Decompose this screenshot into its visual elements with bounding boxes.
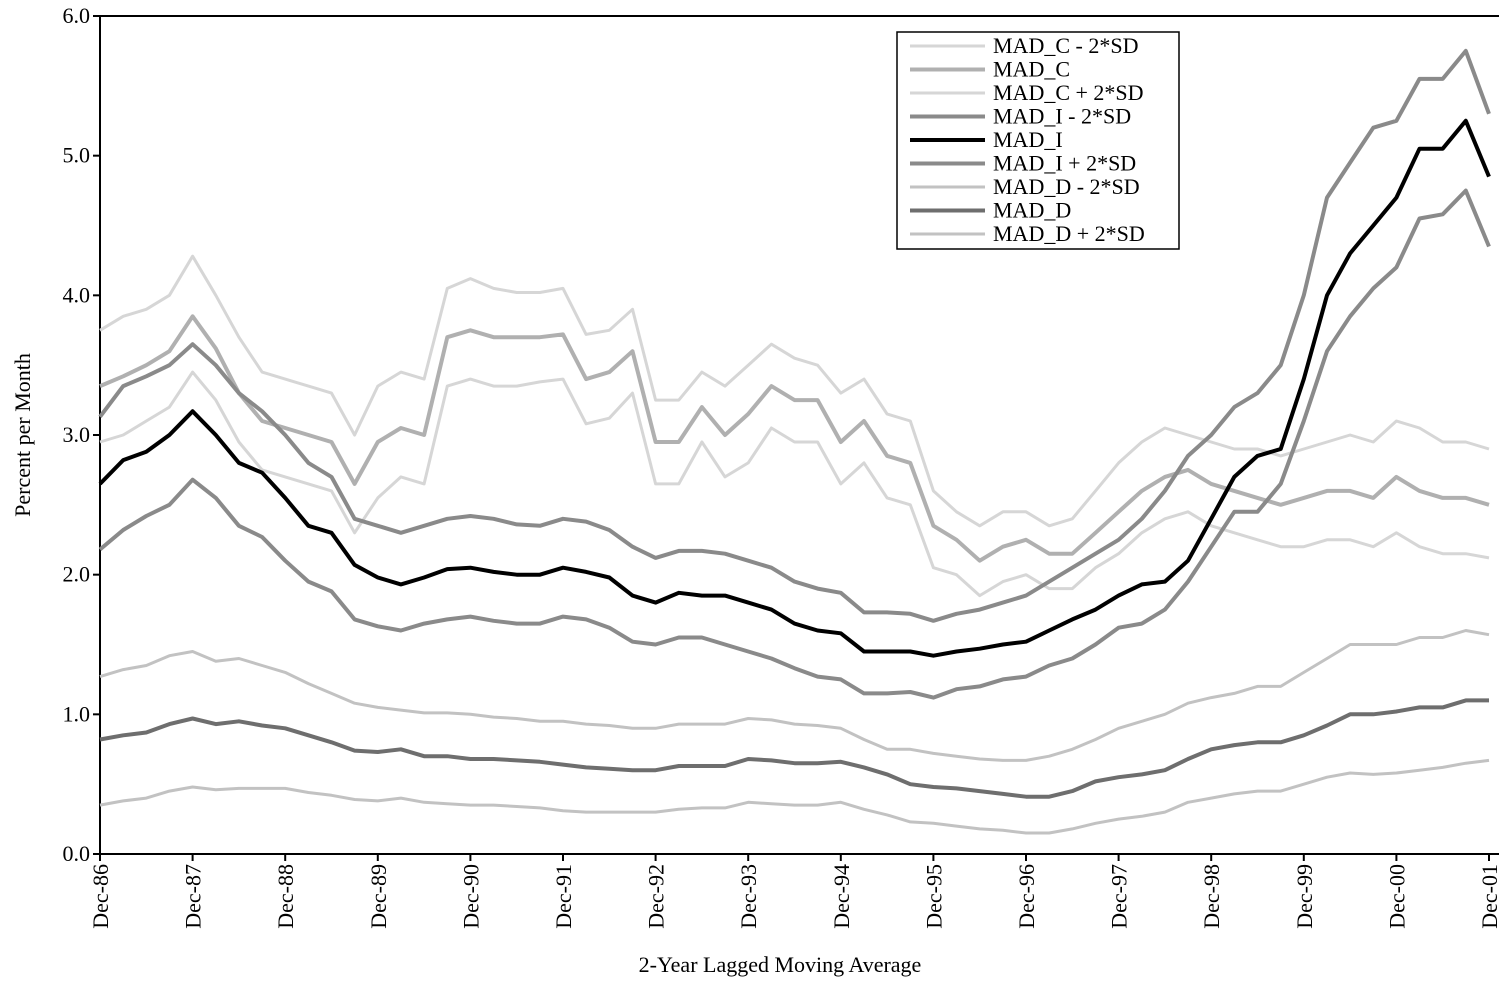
x-tick-label: Dec-87 — [181, 864, 206, 929]
y-tick-label: 6.0 — [63, 3, 91, 28]
series-line — [99, 758, 1490, 835]
y-tick-label: 0.0 — [63, 841, 91, 866]
x-tick-label: Dec-89 — [366, 864, 391, 929]
legend-label: MAD_I — [993, 127, 1063, 152]
y-tick-label: 3.0 — [63, 422, 91, 447]
x-tick-label: Dec-01 — [1477, 864, 1499, 929]
x-tick-label: Dec-96 — [1014, 864, 1039, 929]
legend-label: MAD_C + 2*SD — [993, 80, 1144, 105]
y-tick-label: 5.0 — [63, 143, 91, 168]
series-line — [99, 370, 1490, 598]
y-tick-label: 2.0 — [63, 562, 91, 587]
x-tick-label: Dec-90 — [458, 864, 483, 929]
x-tick-label: Dec-94 — [829, 864, 854, 929]
legend-label: MAD_D - 2*SD — [993, 174, 1140, 199]
y-tick-label: 4.0 — [63, 282, 91, 307]
x-tick-label: Dec-93 — [736, 864, 761, 929]
legend-label: MAD_D — [993, 198, 1071, 223]
x-tick-label: Dec-86 — [88, 864, 113, 929]
legend-label: MAD_I + 2*SD — [993, 151, 1136, 176]
series-line — [99, 314, 1490, 563]
legend-label: MAD_C - 2*SD — [993, 33, 1138, 58]
legend-label: MAD_C — [993, 57, 1070, 82]
series-line — [98, 118, 1491, 658]
x-tick-label: Dec-99 — [1292, 864, 1317, 929]
series-line — [98, 48, 1491, 623]
series-line — [99, 629, 1490, 762]
legend-label: MAD_D + 2*SD — [993, 221, 1145, 246]
x-tick-label: Dec-95 — [921, 864, 946, 929]
legend-label: MAD_I - 2*SD — [993, 104, 1131, 129]
y-tick-label: 1.0 — [63, 701, 91, 726]
series-line — [99, 698, 1489, 799]
series-line — [99, 254, 1490, 528]
series-line — [98, 188, 1491, 700]
x-tick-label: Dec-97 — [1107, 864, 1132, 929]
x-tick-label: Dec-00 — [1384, 864, 1409, 929]
x-tick-label: Dec-91 — [551, 864, 576, 929]
y-axis-title: Percent per Month — [10, 353, 35, 517]
x-tick-label: Dec-88 — [273, 864, 298, 929]
x-tick-label: Dec-92 — [644, 864, 669, 929]
x-tick-label: Dec-98 — [1199, 864, 1224, 929]
x-axis-title: 2-Year Lagged Moving Average — [639, 952, 922, 977]
